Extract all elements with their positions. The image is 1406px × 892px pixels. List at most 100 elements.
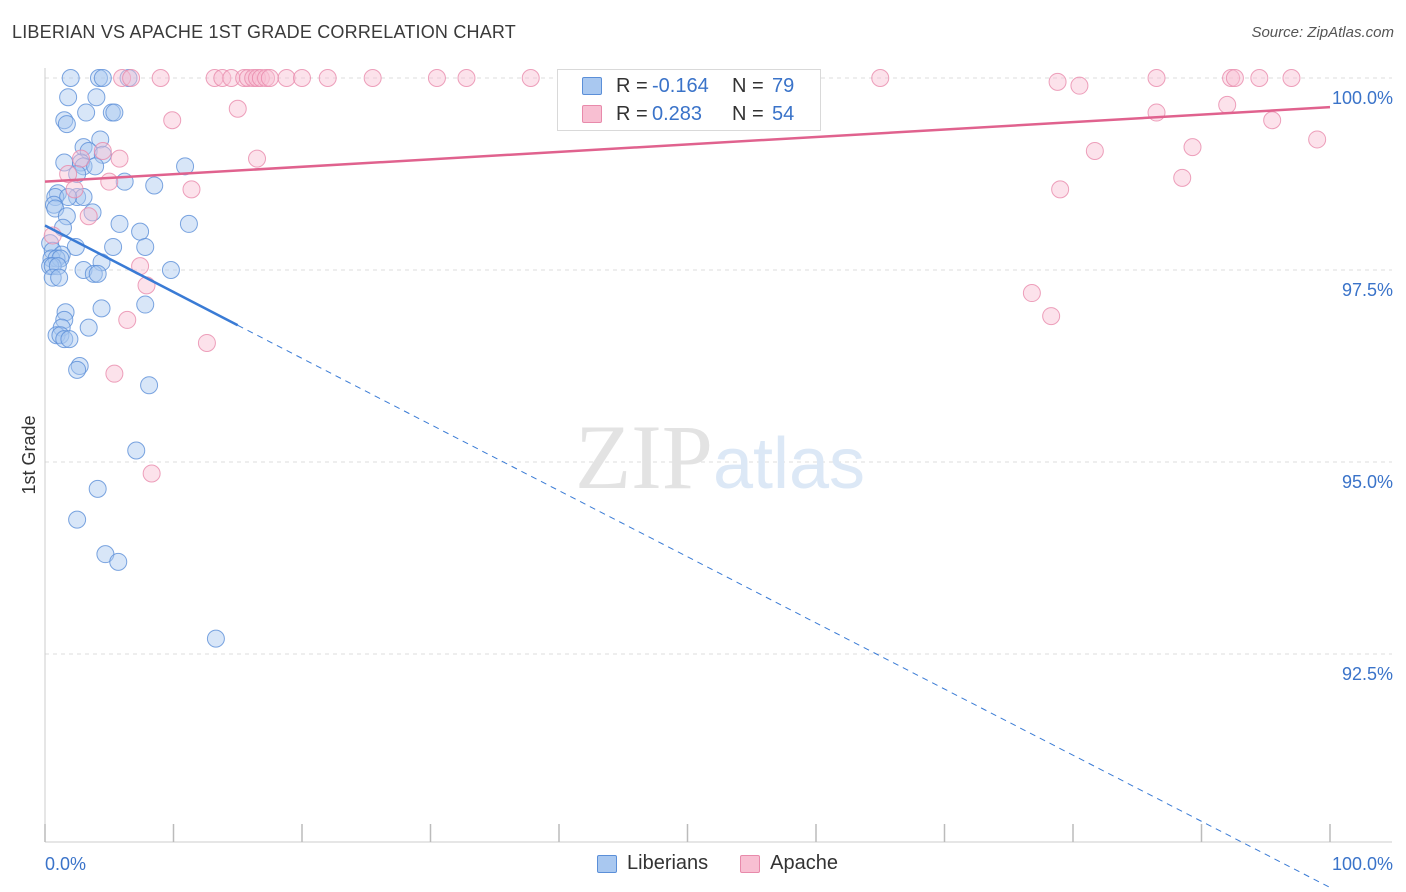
apache-point (257, 69, 276, 87)
liberians-point (59, 188, 78, 207)
liberians-point (140, 376, 159, 395)
liberians-point (86, 157, 105, 176)
liberians-point (89, 69, 108, 87)
apache-point (427, 69, 446, 87)
apache-point (163, 111, 182, 130)
liberians-trend-line (44, 224, 239, 327)
liberians-swatch (582, 77, 602, 95)
apache-point (122, 69, 141, 87)
liberians-point (79, 318, 98, 337)
apache-point (1308, 130, 1327, 149)
tick-labels: 100.0% 97.5% 95.0% 92.5% 0.0% 100.0% 1st Grade (19, 88, 1393, 874)
legend-label: Apache (770, 852, 839, 874)
liberians-point (84, 264, 103, 283)
watermark-atlas: atlas (713, 424, 865, 504)
apache-point (457, 69, 476, 87)
liberians-point (68, 360, 87, 379)
stats-legend: R = -0.164 N = 79 R = 0.283 N = 54 (557, 69, 821, 131)
apache-point (1022, 284, 1041, 303)
liberians-point (61, 69, 80, 87)
apache-point (1042, 307, 1061, 326)
apache-point (1218, 95, 1237, 114)
apache-point (293, 69, 311, 87)
liberians-trend-extension (237, 324, 1331, 888)
apache-point (1222, 69, 1241, 87)
r-label: R = (616, 74, 648, 97)
liberians-point (105, 103, 124, 122)
liberians-point (77, 103, 96, 122)
liberians-point (136, 237, 155, 256)
liberians-point (109, 552, 128, 571)
apache-point (1147, 69, 1166, 87)
points (41, 69, 1327, 648)
series-legend: Liberians Apache (597, 852, 870, 875)
y-axis-label: 1st Grade (19, 415, 39, 494)
n-value: 79 (772, 74, 795, 97)
axes (44, 68, 1392, 843)
apache-point (1282, 69, 1301, 87)
chart-title: LIBERIAN VS APACHE 1ST GRADE CORRELATION… (12, 22, 516, 42)
apache-point (521, 69, 540, 87)
liberians-point (161, 261, 180, 279)
apache-point (105, 364, 124, 383)
liberians-point (60, 330, 79, 349)
apache-trend-line (44, 105, 1331, 183)
grid (45, 77, 1392, 655)
legend-row-apache: R = 0.283 N = 54 (582, 102, 794, 126)
n-label: N = (732, 102, 764, 125)
liberians-point (68, 510, 87, 529)
legend-row-liberians: R = -0.164 N = 79 (582, 74, 794, 98)
apache-point (248, 149, 267, 168)
x-tick-label: 0.0% (45, 854, 86, 874)
liberians-point (57, 115, 76, 134)
liberians-point (127, 441, 146, 460)
apache-point (318, 69, 337, 87)
liberians-point (91, 130, 110, 149)
liberians-point (59, 88, 78, 107)
apache-point (182, 180, 201, 199)
liberians-point (88, 264, 107, 283)
liberians-point (110, 214, 129, 233)
apache-point (1085, 141, 1104, 160)
apache-point (151, 69, 170, 87)
apache-point (79, 207, 98, 226)
n-label: N = (732, 74, 764, 97)
apache-point (871, 69, 890, 87)
liberians-point (206, 629, 225, 648)
source-label: Source: ZipAtlas.com (1251, 24, 1394, 41)
y-tick-label: 97.5% (1342, 280, 1393, 300)
liberians-point (88, 479, 107, 498)
apache-point (1263, 111, 1282, 130)
legend-item-liberians: Liberians (597, 852, 708, 875)
apache-point (277, 69, 296, 87)
trend-lines (44, 105, 1331, 888)
apache-point (1250, 69, 1269, 87)
liberians-point (50, 268, 69, 287)
r-value: -0.164 (652, 74, 709, 97)
liberians-point (131, 222, 150, 241)
apache-swatch (740, 854, 761, 873)
liberians-point (56, 303, 75, 322)
apache-point (118, 310, 137, 329)
watermark: ZIPatlas (575, 406, 865, 508)
apache-point (260, 69, 279, 87)
liberians-point (145, 176, 164, 195)
r-label: R = (616, 102, 648, 125)
apache-point (93, 141, 112, 160)
apache-point (71, 149, 90, 168)
liberians-point (176, 157, 195, 176)
apache-point (1048, 72, 1067, 91)
liberians-swatch (597, 854, 617, 873)
x-tick-label: 100.0% (1332, 854, 1393, 874)
apache-point (363, 69, 382, 87)
apache-point (228, 99, 247, 118)
apache-point (1070, 76, 1089, 95)
liberians-point (93, 69, 112, 87)
liberians-point (92, 299, 111, 318)
y-tick-label: 100.0% (1332, 88, 1393, 108)
apache-point (65, 180, 84, 199)
liberians-point (74, 188, 93, 207)
liberians-point (87, 88, 106, 107)
legend-label: Liberians (627, 852, 709, 874)
